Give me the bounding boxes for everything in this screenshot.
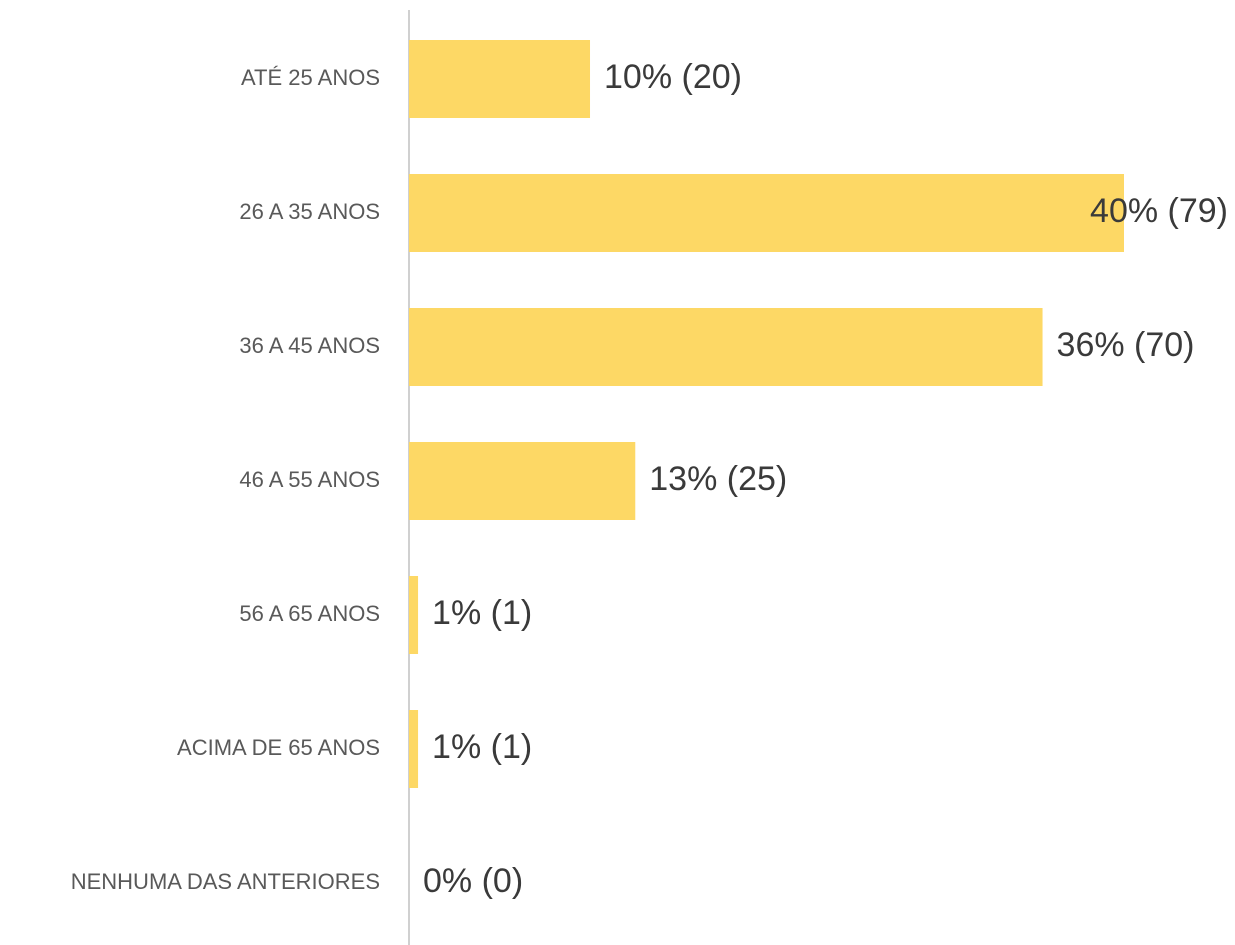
category-label: NENHUMA DAS ANTERIORES bbox=[71, 869, 380, 894]
value-label: 36% (70) bbox=[1057, 326, 1195, 364]
value-label: 1% (1) bbox=[432, 728, 532, 766]
bar bbox=[409, 308, 1043, 386]
bar bbox=[409, 710, 419, 788]
value-label: 1% (1) bbox=[432, 594, 532, 632]
category-label: 46 A 55 ANOS bbox=[239, 467, 380, 492]
bar bbox=[409, 442, 636, 520]
bar bbox=[409, 40, 591, 118]
value-label: 13% (25) bbox=[649, 460, 787, 498]
value-label: 40% (79) bbox=[1090, 192, 1228, 230]
category-label: 56 A 65 ANOS bbox=[239, 601, 380, 626]
category-label: 26 A 35 ANOS bbox=[239, 199, 380, 224]
bar bbox=[409, 174, 1124, 252]
category-label: ACIMA DE 65 ANOS bbox=[177, 735, 380, 760]
category-label: 36 A 45 ANOS bbox=[239, 333, 380, 358]
category-label: ATÉ 25 ANOS bbox=[241, 65, 380, 90]
value-label: 10% (20) bbox=[604, 58, 742, 96]
bar bbox=[409, 576, 419, 654]
value-label: 0% (0) bbox=[423, 862, 523, 900]
